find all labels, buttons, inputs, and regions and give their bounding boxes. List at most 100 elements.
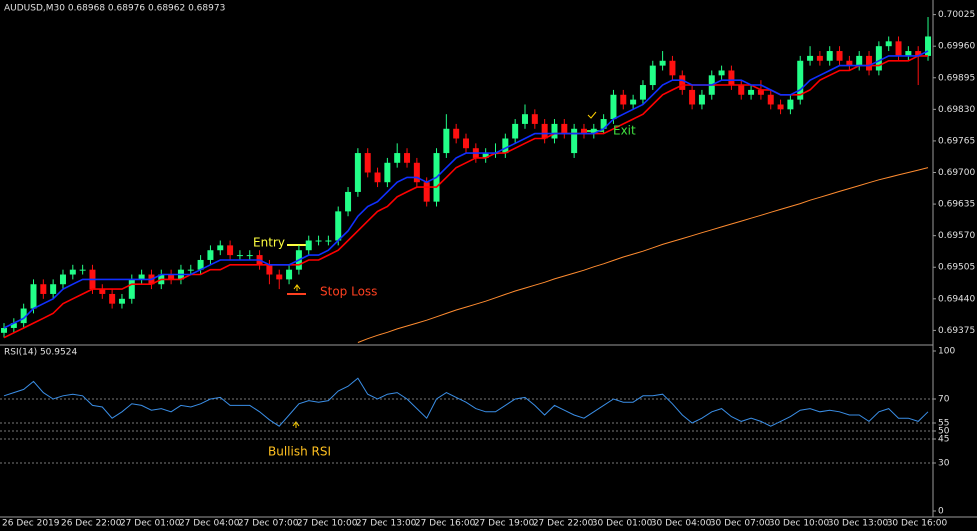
- candle-body: [138, 274, 145, 280]
- candle-body: [659, 60, 666, 66]
- candle-body: [679, 75, 686, 90]
- candle-body: [227, 245, 234, 256]
- y-tick-label: 0.69570: [938, 231, 975, 241]
- candle-body: [30, 284, 37, 309]
- y-tick-label: 0.69765: [938, 136, 975, 146]
- candle-body: [217, 245, 224, 251]
- candle-body: [846, 60, 853, 66]
- y-tick-label: 0.69440: [938, 294, 975, 304]
- candle-body: [10, 323, 17, 328]
- candle-body: [413, 162, 420, 183]
- candle-body: [561, 123, 568, 134]
- annotation: Stop Loss: [320, 285, 377, 299]
- arrow-icon: [293, 284, 301, 291]
- candle-body: [404, 153, 411, 163]
- y-tick-label: 0.69830: [938, 105, 975, 115]
- candle-body: [79, 269, 86, 271]
- candle-body: [875, 46, 882, 71]
- y-tick-label: 0.69700: [938, 168, 975, 178]
- candle-body: [895, 41, 902, 56]
- candle-body: [20, 308, 27, 324]
- y-tick-label: 0.69505: [938, 263, 975, 273]
- candle-body: [118, 298, 125, 304]
- candle-body: [767, 94, 774, 105]
- chart-title: AUDUSD,M30 0.68968 0.68976 0.68962 0.689…: [4, 4, 225, 14]
- candle-body: [541, 123, 548, 139]
- x-tick-label: 27 Dec 04:00: [179, 519, 240, 529]
- candle-body: [728, 70, 735, 86]
- candle-body: [109, 293, 116, 304]
- candle-body: [69, 269, 76, 275]
- candle-body: [128, 279, 135, 299]
- annotation: Entry: [253, 236, 285, 250]
- candle-body: [885, 41, 892, 47]
- x-tick-label: 27 Dec 07:00: [238, 519, 299, 529]
- indicator-title: RSI(14) 50.9524: [4, 348, 77, 358]
- candle-body: [335, 211, 342, 241]
- x-tick-label: 27 Dec 16:00: [415, 519, 476, 529]
- x-tick-label: 27 Dec 19:00: [474, 519, 535, 529]
- candle-body: [512, 123, 519, 139]
- candle-body: [236, 255, 243, 257]
- candle-body: [669, 60, 676, 76]
- candle-body: [384, 162, 391, 183]
- candle-body: [59, 274, 66, 285]
- candle-body: [246, 255, 253, 257]
- candle-body: [187, 269, 194, 271]
- candle-body: [50, 284, 57, 294]
- moving-average-line: [3, 50, 929, 329]
- candle-body: [168, 274, 175, 280]
- candle-body: [649, 65, 656, 86]
- x-tick-label: 30 Dec 13:00: [828, 519, 889, 529]
- x-tick-label: 27 Dec 22:00: [533, 519, 594, 529]
- y-tick-label: 50: [938, 427, 950, 437]
- x-tick-label: 26 Dec 22:00: [61, 519, 122, 529]
- y-tick-label: 100: [938, 347, 955, 357]
- moving-average-line: [357, 167, 929, 343]
- annotation: Bullish RSI: [268, 445, 331, 459]
- candle-body: [836, 51, 843, 61]
- y-tick-label: 30: [938, 459, 950, 469]
- x-tick-label: 27 Dec 01:00: [120, 519, 181, 529]
- candle-body: [777, 104, 784, 110]
- candle-body: [748, 89, 755, 95]
- x-tick-label: 27 Dec 13:00: [356, 519, 417, 529]
- y-tick-label: 0: [938, 507, 944, 517]
- candle-body: [531, 114, 538, 124]
- candle-body: [286, 269, 293, 280]
- candle-body: [394, 153, 401, 163]
- candle-body: [551, 123, 558, 139]
- candle-body: [620, 94, 627, 105]
- candle-body: [374, 172, 381, 183]
- y-tick-label: 0.69960: [938, 42, 975, 52]
- candle-body: [610, 94, 617, 120]
- candle-body: [590, 128, 597, 134]
- candle-body: [354, 153, 361, 192]
- x-tick-label: 26 Dec 2019: [2, 519, 60, 529]
- y-tick-label: 0.69635: [938, 200, 975, 210]
- y-tick-label: 45: [938, 435, 949, 445]
- candle-body: [325, 240, 332, 242]
- x-tick-label: 30 Dec 04:00: [651, 519, 712, 529]
- y-tick-label: 0.70025: [938, 10, 975, 20]
- candle-body: [797, 60, 804, 100]
- candle-body: [276, 274, 283, 280]
- x-tick-label: 30 Dec 01:00: [592, 519, 653, 529]
- candle-body: [787, 99, 794, 110]
- candle-body: [443, 128, 450, 154]
- x-tick-label: 30 Dec 10:00: [769, 519, 830, 529]
- candle-body: [915, 51, 922, 56]
- x-tick-label: 27 Dec 10:00: [297, 519, 358, 529]
- candle-body: [698, 94, 705, 105]
- candle-body: [266, 264, 273, 275]
- candle-body: [757, 89, 764, 95]
- candle-body: [807, 55, 814, 61]
- candle-body: [816, 55, 823, 61]
- candle-body: [738, 85, 745, 95]
- candle-body: [689, 89, 696, 105]
- candle-body: [453, 128, 460, 139]
- candle-body: [197, 259, 204, 270]
- y-tick-label: 55: [938, 419, 949, 429]
